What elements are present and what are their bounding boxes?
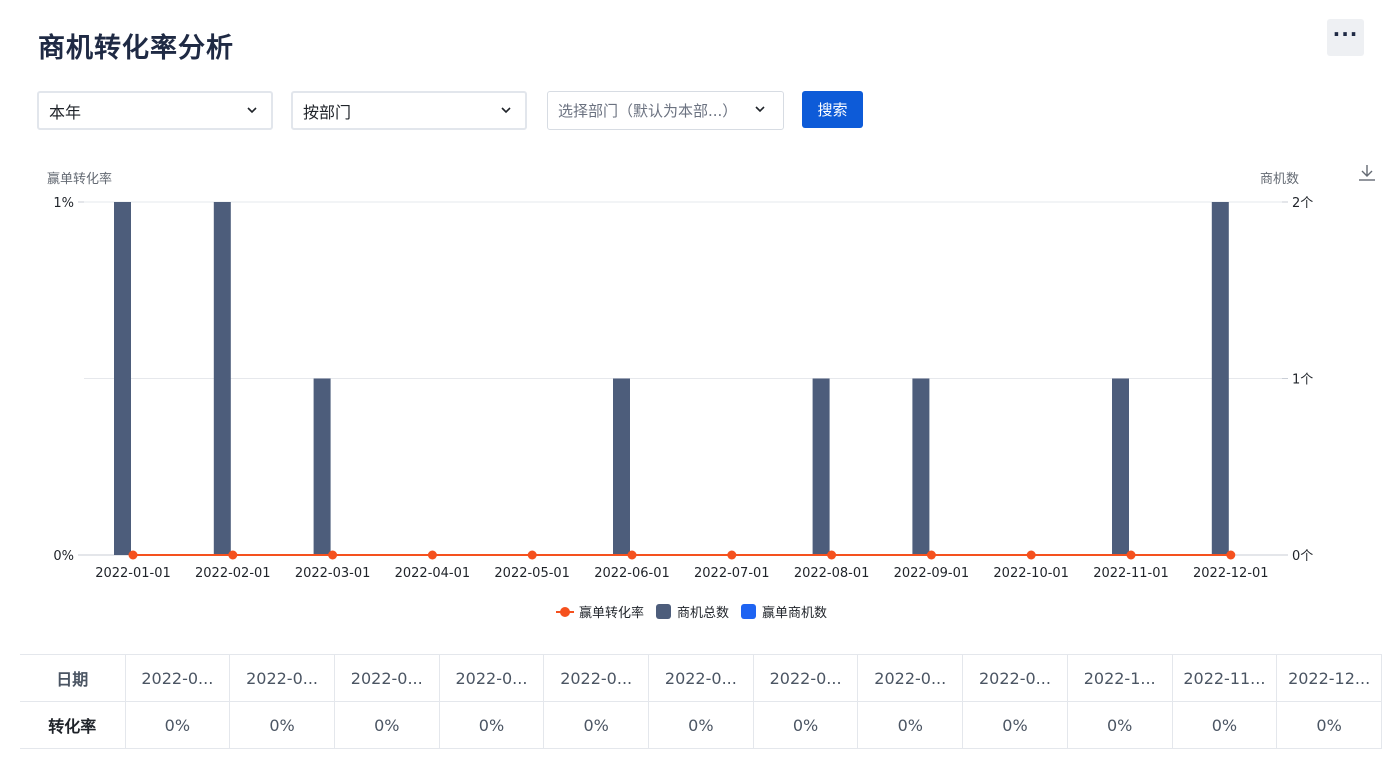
bar-total-opps: [313, 378, 331, 555]
bar-total-opps: [213, 202, 231, 555]
legend-swatch-line: [556, 606, 574, 618]
conversion-table: 日期 2022-0... 2022-0... 2022-0... 2022-0.…: [20, 654, 1382, 749]
table-cell-date: 2022-0...: [857, 654, 964, 702]
download-icon[interactable]: [1357, 163, 1377, 183]
y-left-tick-label: 0%: [53, 549, 74, 564]
table-cell-rate: 0%: [438, 701, 545, 749]
table-cell-date: 2022-0...: [438, 654, 545, 702]
point-win-rate: [727, 550, 737, 560]
table-cell-rate: 0%: [648, 701, 754, 749]
table-cell-rate: 0%: [962, 701, 1068, 749]
y-right-tick-label: 2个: [1292, 196, 1313, 211]
department-select-placeholder: 选择部门（默认为本部...）: [558, 102, 738, 120]
bar-total-opps: [1112, 378, 1129, 555]
period-select-value: 本年: [49, 102, 82, 122]
table-row: 日期 2022-0... 2022-0... 2022-0... 2022-0.…: [20, 654, 1382, 702]
table-cell-date: 2022-1...: [1066, 654, 1173, 702]
table-cell-date: 2022-0...: [333, 654, 440, 702]
table-row: 转化率 0% 0% 0% 0% 0% 0% 0% 0% 0% 0% 0% 0%: [20, 701, 1382, 749]
point-win-rate: [328, 550, 338, 560]
y-axis-right-label: 商机数: [1260, 172, 1300, 187]
chevron-down-icon: [247, 107, 257, 114]
point-win-rate: [228, 550, 238, 560]
x-tick-label: 2022-06-01: [594, 566, 670, 581]
y-left-tick-label: 1%: [53, 196, 74, 211]
bar-total-opps: [613, 378, 630, 555]
y-right-tick-label: 0个: [1292, 549, 1313, 564]
point-win-rate: [1226, 550, 1236, 560]
table-cell-rate: 0%: [1276, 701, 1382, 749]
point-win-rate: [926, 550, 936, 560]
legend-swatch-bar: [656, 604, 672, 619]
table-cell-date: 2022-0...: [229, 654, 335, 702]
department-select[interactable]: 选择部门（默认为本部...）: [547, 91, 784, 130]
x-tick-label: 2022-09-01: [894, 566, 970, 581]
legend-item-win-opps[interactable]: 赢单商机数: [741, 602, 827, 621]
bar-total-opps: [812, 378, 830, 555]
more-options-button[interactable]: ···: [1327, 19, 1364, 56]
x-tick-label: 2022-02-01: [195, 566, 271, 581]
bar-total-opps: [1211, 202, 1229, 555]
more-horizontal-icon: ···: [1332, 21, 1359, 46]
period-select[interactable]: 本年: [37, 91, 273, 130]
bar-total-opps: [114, 202, 131, 555]
point-win-rate: [128, 550, 138, 560]
chart-legend: 赢单转化率 商机总数 赢单商机数: [556, 602, 839, 621]
row-header: 转化率: [20, 701, 126, 749]
x-tick-label: 2022-07-01: [694, 566, 770, 581]
table-cell-rate: 0%: [857, 701, 964, 749]
x-tick-label: 2022-11-01: [1093, 566, 1169, 581]
table-cell-rate: 0%: [333, 701, 440, 749]
point-win-rate: [527, 550, 537, 560]
table-cell-rate: 0%: [543, 701, 650, 749]
x-tick-label: 2022-08-01: [794, 566, 870, 581]
page-title: 商机转化率分析: [38, 33, 234, 64]
chevron-down-icon: [501, 107, 511, 114]
table-cell-rate: 0%: [752, 701, 859, 749]
y-right-tick-label: 1个: [1292, 373, 1313, 388]
x-tick-label: 2022-01-01: [95, 566, 171, 581]
group-by-select[interactable]: 按部门: [291, 91, 527, 130]
bar-total-opps: [912, 378, 930, 555]
row-header: 日期: [20, 654, 126, 702]
point-win-rate: [1026, 550, 1036, 560]
table-cell-rate: 0%: [1066, 701, 1173, 749]
table-cell-date: 2022-0...: [962, 654, 1068, 702]
legend-label: 赢单商机数: [762, 606, 828, 621]
chevron-down-icon: [755, 106, 765, 113]
legend-label: 商机总数: [677, 606, 730, 621]
chart-canvas: 0个 1个 2个 0% 1% 2022-01-01 2022-02-01 2022-03-01…: [53, 196, 1313, 581]
table-cell-rate: 0%: [124, 701, 231, 749]
legend-item-win-rate[interactable]: 赢单转化率: [556, 602, 644, 621]
legend-label: 赢单转化率: [579, 606, 645, 621]
table-cell-date: 2022-0...: [124, 654, 231, 702]
table-cell-date: 2022-11...: [1171, 654, 1278, 702]
point-win-rate: [827, 550, 837, 560]
group-by-select-value: 按部门: [303, 102, 352, 122]
y-axis-left-label: 赢单转化率: [47, 172, 113, 187]
x-tick-label: 2022-03-01: [295, 566, 371, 581]
table-cell-date: 2022-12...: [1276, 654, 1382, 702]
search-button[interactable]: 搜索: [802, 91, 863, 128]
point-win-rate: [627, 550, 637, 560]
table-cell-date: 2022-0...: [543, 654, 650, 702]
x-tick-label: 2022-04-01: [395, 566, 471, 581]
x-tick-label: 2022-05-01: [494, 566, 570, 581]
table-cell-date: 2022-0...: [648, 654, 754, 702]
x-tick-label: 2022-12-01: [1193, 566, 1269, 581]
legend-item-total-opps[interactable]: 商机总数: [656, 602, 729, 621]
legend-swatch-bar: [741, 604, 757, 619]
x-tick-label: 2022-10-01: [993, 566, 1069, 581]
point-win-rate: [427, 550, 437, 560]
table-cell-date: 2022-0...: [752, 654, 859, 702]
table-cell-rate: 0%: [1171, 701, 1278, 749]
table-cell-rate: 0%: [229, 701, 335, 749]
point-win-rate: [1126, 550, 1136, 560]
